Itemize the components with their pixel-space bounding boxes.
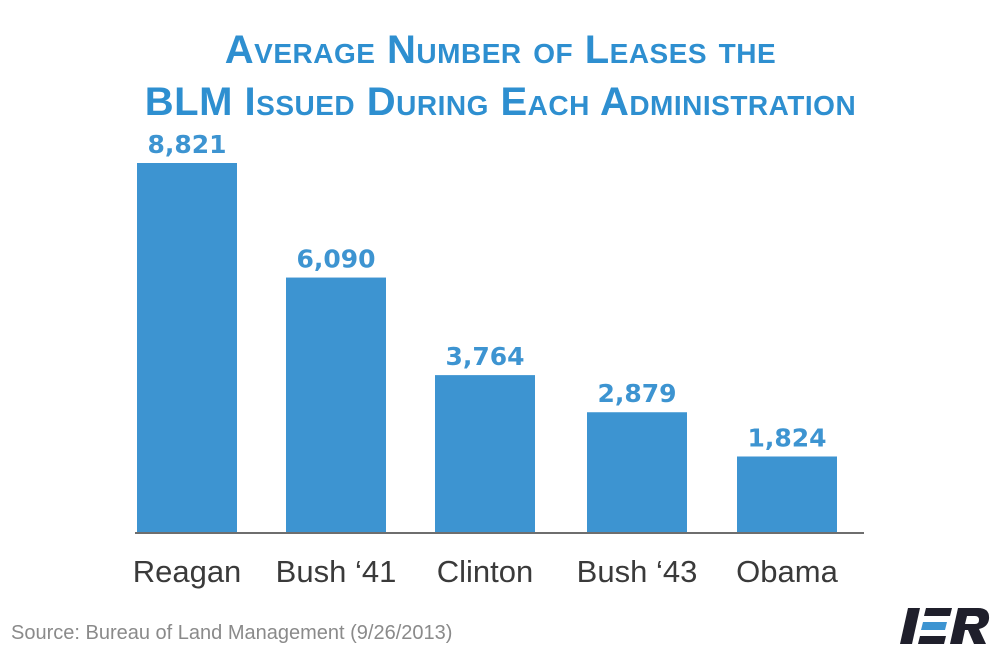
category-label-1: Bush ‘41: [276, 554, 397, 589]
value-label-1: 6,090: [296, 245, 375, 274]
chart-title: Average Number of Leases the BLM Issued …: [0, 24, 1001, 128]
category-label-4: Obama: [736, 554, 838, 589]
bar-0: [137, 163, 237, 533]
value-label-0: 8,821: [147, 130, 226, 159]
bar-1: [286, 277, 386, 533]
bar-3: [587, 412, 687, 533]
chart-title-line-2: BLM Issued During Each Administration: [144, 80, 857, 124]
bar-4: [737, 456, 837, 533]
value-label-2: 3,764: [445, 342, 524, 371]
chart-title-line-1: Average Number of Leases the: [224, 28, 777, 72]
value-label-4: 1,824: [747, 423, 826, 452]
bar-2: [435, 375, 535, 533]
source-note: Source: Bureau of Land Management (9/26/…: [11, 622, 453, 644]
category-label-3: Bush ‘43: [577, 554, 698, 589]
category-label-2: Clinton: [437, 554, 534, 589]
value-label-3: 2,879: [597, 379, 676, 408]
ier-logo-icon: [900, 608, 990, 644]
category-label-0: Reagan: [133, 554, 242, 589]
